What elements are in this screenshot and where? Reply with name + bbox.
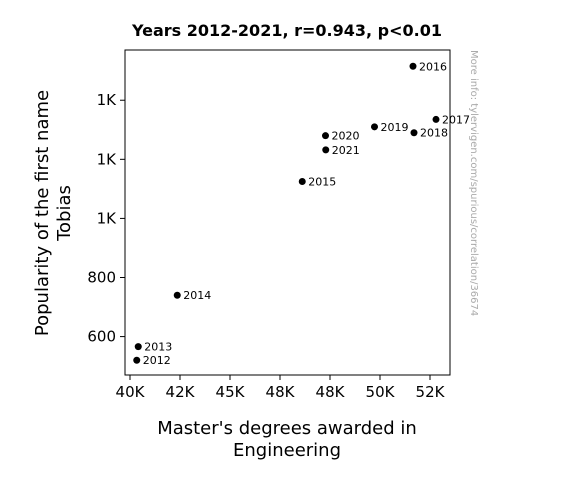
data-point-label: 2012 (143, 354, 171, 367)
data-point-label: 2019 (381, 121, 409, 134)
y-tick-label: 1K (97, 150, 118, 168)
x-tick-label: 48K (316, 383, 346, 401)
x-axis-label-line-1: Master's degrees awarded in (157, 418, 417, 439)
data-point (409, 62, 417, 70)
data-point-label: 2021 (332, 144, 360, 157)
data-point-label: 2015 (308, 175, 336, 188)
data-point-label: 2013 (144, 341, 172, 354)
data-point-label: 2014 (183, 289, 211, 302)
chart-title: Years 2012-2021, r=0.943, p<0.01 (131, 21, 442, 40)
y-axis-label-line-2: Tobias (54, 185, 75, 242)
y-tick-label: 600 (87, 328, 116, 346)
data-point-label: 2016 (419, 60, 447, 73)
y-axis: 600 800 1K 1K 1K (87, 91, 125, 346)
x-axis: 40K 42K 45K 48K 48K 50K 52K (116, 375, 446, 401)
data-point (371, 123, 378, 131)
data-point (133, 356, 141, 364)
data-point (410, 129, 418, 137)
x-tick-label: 50K (366, 383, 396, 401)
data-point (432, 115, 440, 123)
data-point (134, 343, 142, 351)
y-axis-label-line-1: Popularity of the first name (32, 90, 53, 336)
data-point (322, 132, 329, 140)
data-point-label: 2018 (420, 127, 448, 140)
data-point-label: 2017 (442, 113, 470, 126)
data-point (173, 291, 181, 299)
x-tick-label: 52K (416, 383, 446, 401)
x-axis-label-line-2: Engineering (233, 440, 341, 461)
data-point (298, 177, 306, 185)
source-note: More info: tylervigen.com/spurious/corre… (468, 50, 479, 316)
y-tick-label: 1K (97, 209, 118, 227)
plot-frame (124, 49, 451, 376)
data-point (322, 146, 330, 154)
x-tick-label: 45K (216, 383, 246, 401)
y-tick-label: 1K (97, 91, 118, 109)
x-tick-label: 48K (266, 383, 296, 401)
x-tick-label: 42K (166, 383, 196, 401)
y-tick-label: 800 (87, 269, 116, 287)
data-point-label: 2020 (332, 130, 360, 143)
x-tick-label: 40K (116, 383, 146, 401)
